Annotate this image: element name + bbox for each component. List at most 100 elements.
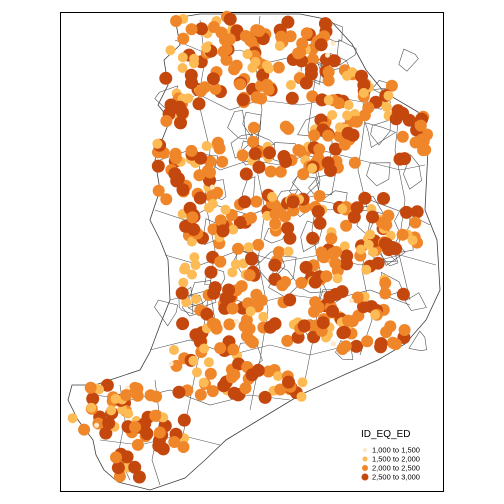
map-point [228, 224, 239, 235]
map-point [331, 341, 336, 347]
map-point [325, 52, 330, 58]
map-point [150, 390, 163, 403]
map-point [389, 338, 402, 351]
map-point [262, 83, 275, 96]
map-point [186, 236, 197, 247]
map-point [361, 335, 374, 348]
map-point [86, 402, 97, 413]
map-point [186, 211, 199, 224]
district-cell [408, 330, 427, 352]
map-point [94, 422, 100, 428]
map-point [410, 205, 424, 219]
map-point [106, 405, 117, 416]
district-cell [154, 299, 179, 327]
map-point [297, 168, 310, 181]
map-point [379, 277, 392, 289]
map-point [400, 205, 413, 219]
map-point [281, 334, 294, 347]
map-point [297, 319, 311, 333]
map-point [175, 106, 189, 119]
map-point [275, 30, 288, 43]
map-point [355, 69, 368, 83]
map-point [216, 224, 230, 238]
map-point [329, 257, 342, 270]
map-point [189, 252, 200, 263]
map-point [368, 247, 379, 257]
map-point [348, 156, 361, 169]
map-point [414, 119, 427, 132]
map-point [232, 242, 244, 255]
legend-label-0: 1,000 to 1,500 [372, 446, 420, 455]
map-point [223, 12, 237, 26]
map-point [283, 246, 294, 257]
map-point [120, 450, 134, 464]
map-point [207, 21, 220, 33]
map-point [326, 304, 339, 318]
map-point [214, 255, 227, 268]
map-point [187, 269, 197, 280]
map-point [313, 216, 327, 230]
map-point [236, 93, 250, 107]
map-point [294, 145, 307, 157]
map-point [323, 95, 334, 106]
map-point [382, 209, 395, 222]
map-point [332, 97, 345, 110]
map-point [276, 279, 289, 292]
map-point [252, 238, 265, 251]
map-point [227, 267, 238, 278]
map-point [341, 126, 355, 140]
map-point [67, 413, 78, 424]
map-point [252, 160, 266, 174]
map-point [274, 41, 285, 51]
map-point [244, 334, 257, 347]
map-point [191, 294, 201, 305]
map-point [379, 287, 392, 300]
map-point [268, 258, 282, 272]
map-point [409, 136, 422, 149]
map-point [295, 276, 308, 289]
map-point [393, 152, 407, 166]
legend: ID_EQ_ED 1,000 to 1,500 1,500 to 2,000 2… [361, 429, 420, 482]
map-point [140, 427, 154, 441]
map-point [192, 97, 206, 111]
district-cell [398, 48, 419, 72]
map-point [349, 339, 363, 353]
map-point [151, 159, 165, 173]
map-point [242, 297, 255, 310]
map-point [304, 62, 318, 76]
map-point [279, 120, 292, 133]
map-point [217, 379, 231, 393]
map-point [306, 53, 319, 66]
map-point [396, 228, 409, 241]
map-point [214, 342, 227, 355]
map-point [216, 155, 229, 168]
map-point [330, 245, 343, 258]
map-point [194, 151, 208, 165]
district-cell [404, 292, 427, 311]
map-point [248, 147, 262, 161]
map-point [230, 24, 244, 38]
map-point [177, 32, 190, 45]
map-point [357, 300, 370, 314]
map-point [419, 143, 432, 156]
map-point [188, 355, 199, 366]
map-point [234, 78, 247, 91]
legend-item-0: 1,000 to 1,500 [363, 446, 420, 455]
map-point [336, 326, 350, 340]
map-point [262, 365, 275, 378]
map-point [283, 231, 297, 245]
map-point [176, 317, 190, 331]
district-line [394, 104, 411, 301]
map-point [120, 389, 133, 402]
map-point [102, 416, 116, 430]
map-point [233, 216, 247, 229]
map-point [194, 388, 207, 401]
map-point [175, 286, 189, 300]
map-point [193, 169, 206, 182]
map-point [111, 461, 125, 475]
map-point [258, 311, 269, 322]
map-point [201, 141, 212, 151]
map-point [243, 269, 256, 282]
map-point [396, 287, 410, 301]
map-point [316, 316, 330, 330]
